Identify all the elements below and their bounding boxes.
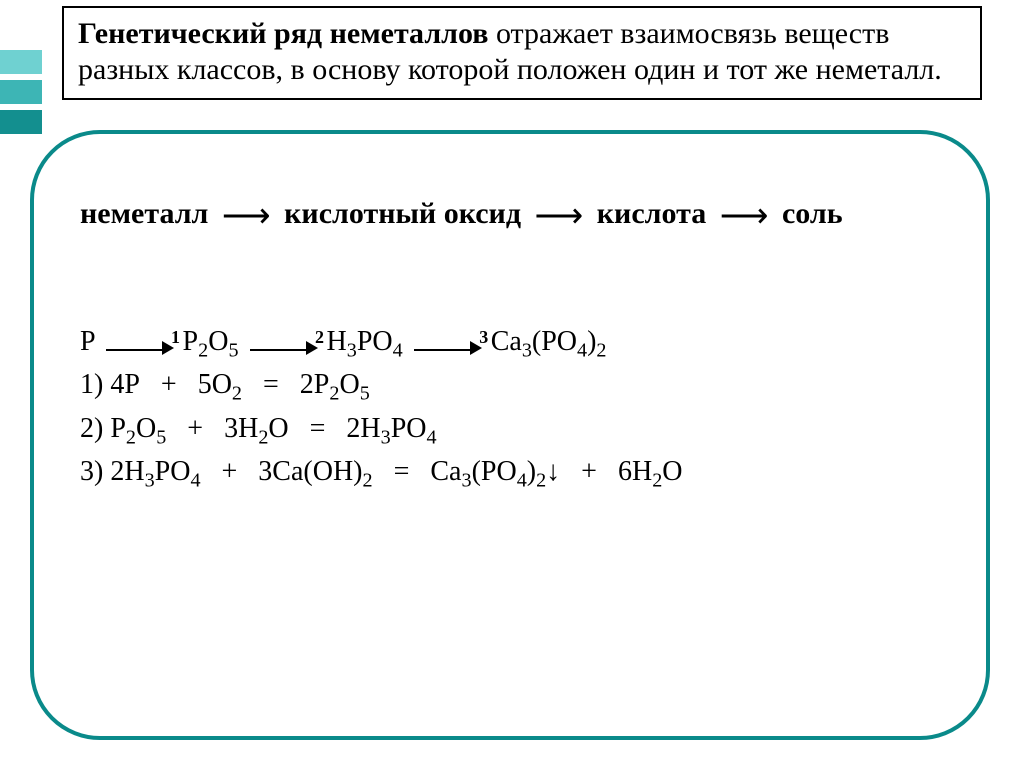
arrow-icon: ⟶ (222, 196, 271, 236)
accent-bar-3 (0, 110, 42, 134)
chain-item-4: соль (782, 197, 843, 230)
eq3-label: 3) (80, 456, 103, 487)
definition-text: Генетический ряд неметаллов отражает вза… (78, 16, 966, 88)
eq2-label: 2) (80, 413, 103, 444)
scheme-step-1: P (80, 326, 95, 357)
chain-item-3: кислота (597, 197, 706, 230)
definition-box: Генетический ряд неметаллов отражает вза… (62, 6, 982, 100)
formulas-block: P 1 P2O5 2 H3PO4 3 Ca3(PO4)2 1) 4P + 5O2… (80, 320, 683, 494)
arrow-icon: ⟶ (535, 196, 584, 236)
equation-3: 3) 2H3PO4 + 3Ca(OH)2 = Ca3(PO4)2↓ + 6H2O (80, 450, 683, 493)
class-chain: неметалл ⟶ кислотный оксид ⟶ кислота ⟶ с… (80, 196, 843, 236)
scheme-arrow-1: 1 (102, 337, 176, 351)
accent-bars (0, 50, 42, 140)
chain-item-2: кислотный оксид (284, 197, 521, 230)
equation-1: 1) 4P + 5O2 = 2P2O5 (80, 363, 683, 406)
accent-bar-1 (0, 50, 42, 74)
definition-bold: Генетический ряд неметаллов (78, 17, 488, 50)
arrow-icon: ⟶ (720, 196, 769, 236)
chain-item-1: неметалл (80, 197, 208, 230)
equation-2: 2) P2O5 + 3H2O = 2H3PO4 (80, 407, 683, 450)
scheme-arrow-2: 2 (246, 337, 320, 351)
eq1-label: 1) (80, 369, 103, 400)
scheme-row: P 1 P2O5 2 H3PO4 3 Ca3(PO4)2 (80, 320, 683, 363)
accent-bar-2 (0, 80, 42, 104)
scheme-arrow-3: 3 (410, 337, 484, 351)
